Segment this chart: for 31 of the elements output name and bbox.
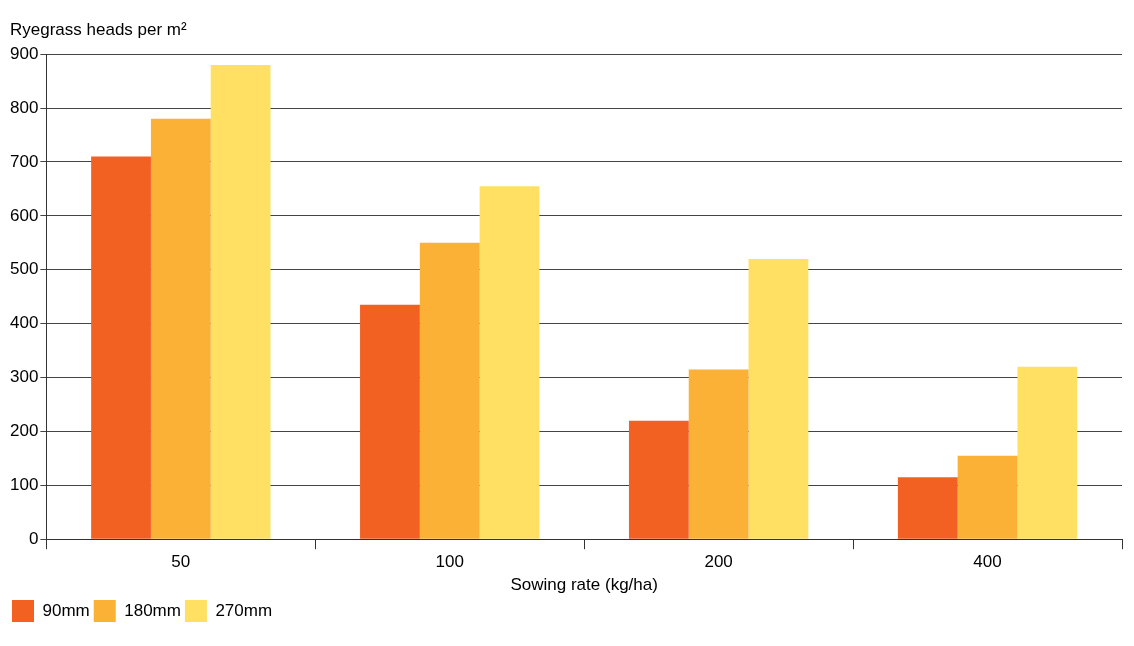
y-tick-label: 0	[28, 528, 39, 548]
y-tick-label: 500	[9, 259, 39, 279]
bar	[1017, 366, 1078, 539]
bar	[897, 477, 958, 539]
bar	[360, 304, 420, 539]
y-tick-label: 200	[9, 421, 39, 441]
bar	[479, 186, 540, 539]
bar	[688, 369, 749, 539]
bar	[748, 258, 809, 539]
bar	[419, 242, 480, 539]
bar	[91, 156, 151, 539]
legend-label: 270mm	[215, 600, 273, 620]
x-tick-label: 200	[704, 552, 733, 572]
y-tick-label: 100	[9, 475, 39, 494]
y-tick-label: 900	[9, 43, 39, 63]
y-tick-label: 700	[9, 151, 39, 171]
y-tick-label: 300	[9, 367, 39, 387]
bar	[210, 64, 271, 539]
bar	[957, 455, 1018, 539]
legend-label: 180mm	[124, 600, 181, 620]
y-tick-label: 600	[9, 205, 39, 225]
y-tick-label: 800	[9, 97, 39, 117]
x-axis-title: Sowing rate (kg/ha)	[510, 575, 658, 595]
bar	[150, 118, 211, 539]
y-tick-label: 400	[9, 313, 39, 333]
y-axis-title: Ryegrass heads per m²	[10, 20, 188, 41]
legend-label: 90mm	[42, 600, 90, 620]
x-tick-label: 50	[171, 552, 191, 572]
x-tick-label: 100	[435, 552, 464, 572]
bar	[628, 420, 689, 539]
x-tick-label: 400	[973, 552, 1002, 572]
